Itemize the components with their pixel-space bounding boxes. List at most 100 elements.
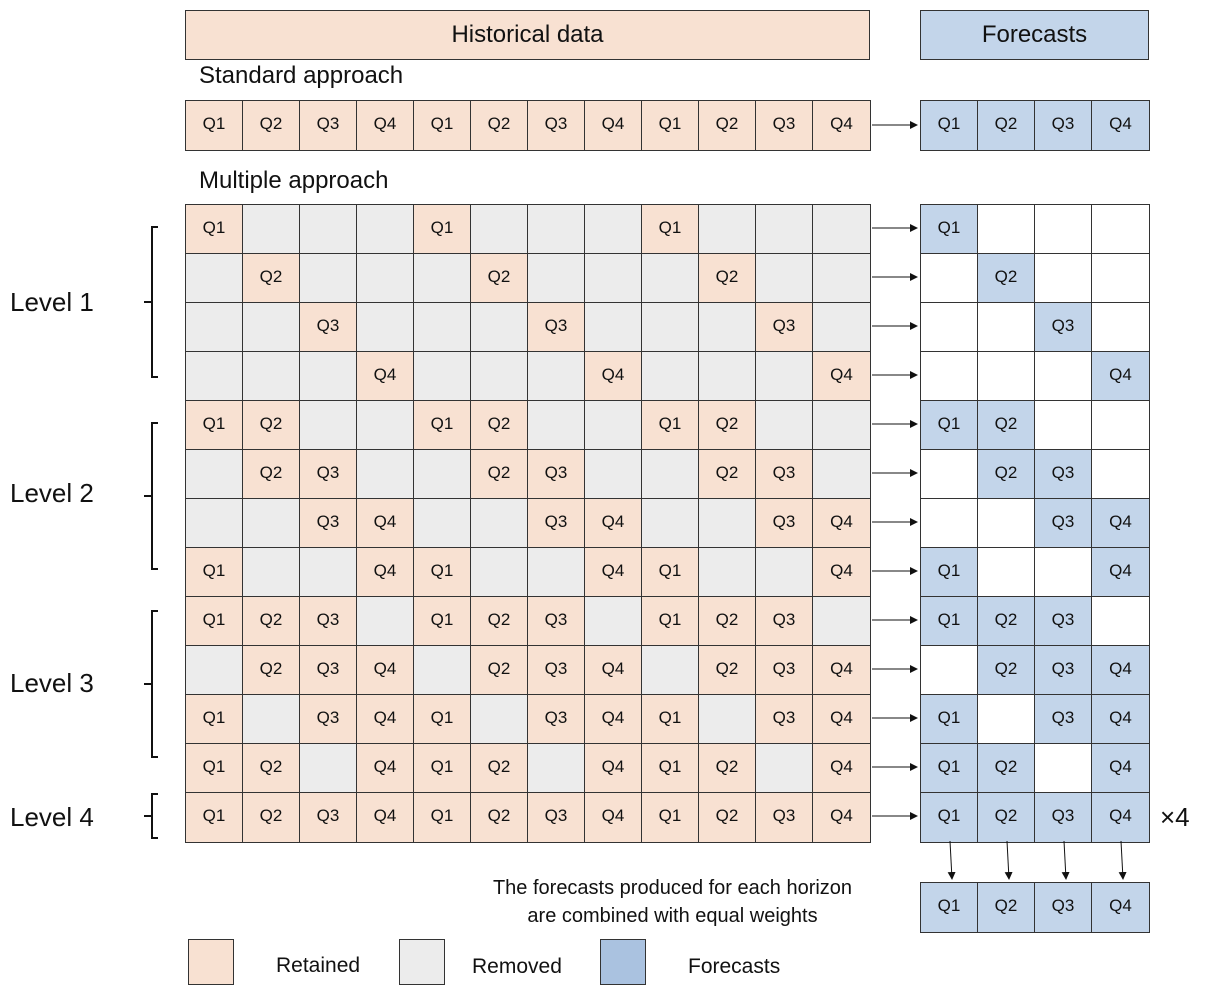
empty-forecast-cell — [1092, 597, 1149, 646]
removed-cell — [813, 401, 870, 450]
removed-cell — [699, 695, 756, 744]
retained-cell: Q2 — [471, 254, 528, 303]
empty-forecast-cell — [921, 254, 978, 303]
retained-cell: Q1 — [186, 793, 243, 842]
retained-cell: Q1 — [414, 101, 471, 150]
removed-cell — [528, 744, 585, 793]
removed-cell — [414, 303, 471, 352]
combined-forecast-cell: Q4 — [1092, 883, 1149, 932]
level-4-bracket — [144, 793, 158, 839]
forecast-cell: Q1 — [921, 101, 978, 150]
removed-cell — [300, 205, 357, 254]
removed-cell — [243, 499, 300, 548]
retained-cell: Q4 — [585, 744, 642, 793]
retained-cell: Q1 — [642, 548, 699, 597]
removed-cell — [471, 695, 528, 744]
removed-cell — [813, 303, 870, 352]
retained-cell: Q3 — [756, 597, 813, 646]
note-line-1: The forecasts produced for each horizon — [492, 877, 853, 899]
empty-forecast-cell — [1092, 401, 1149, 450]
retained-cell: Q3 — [756, 646, 813, 695]
forecast-cell: Q2 — [978, 254, 1035, 303]
removed-cell — [471, 548, 528, 597]
standard-approach-label: Standard approach — [199, 62, 404, 89]
legend-swatch-retained — [188, 939, 234, 985]
combination-note: The forecasts produced for each horizon … — [440, 874, 905, 930]
retained-cell: Q2 — [699, 744, 756, 793]
forecast-cell: Q4 — [1092, 352, 1149, 401]
forecast-cell: Q1 — [921, 744, 978, 793]
retained-cell: Q3 — [756, 499, 813, 548]
empty-forecast-cell — [978, 548, 1035, 597]
forecast-cell: Q2 — [978, 597, 1035, 646]
removed-cell — [300, 254, 357, 303]
legend-swatch-removed — [399, 939, 445, 985]
removed-cell — [756, 352, 813, 401]
removed-cell — [471, 352, 528, 401]
forecast-cell: Q1 — [921, 793, 978, 842]
removed-cell — [471, 499, 528, 548]
retained-cell: Q1 — [642, 205, 699, 254]
forecasts-header: Forecasts — [920, 10, 1149, 60]
removed-cell — [813, 254, 870, 303]
retained-cell: Q3 — [528, 695, 585, 744]
level-1-label: Level 1 — [10, 287, 94, 317]
retained-cell: Q1 — [186, 744, 243, 793]
empty-forecast-cell — [921, 352, 978, 401]
forecast-cell: Q1 — [921, 695, 978, 744]
retained-cell: Q4 — [357, 793, 414, 842]
retained-cell: Q4 — [813, 744, 870, 793]
retained-cell: Q3 — [300, 450, 357, 499]
removed-cell — [186, 499, 243, 548]
retained-cell: Q2 — [243, 101, 300, 150]
retained-cell: Q1 — [642, 695, 699, 744]
retained-cell: Q3 — [528, 101, 585, 150]
removed-cell — [756, 744, 813, 793]
retained-cell: Q3 — [528, 303, 585, 352]
empty-forecast-cell — [1092, 254, 1149, 303]
removed-cell — [756, 548, 813, 597]
empty-forecast-cell — [978, 205, 1035, 254]
forecast-cell: Q1 — [921, 401, 978, 450]
retained-cell: Q3 — [300, 793, 357, 842]
retained-cell: Q2 — [471, 744, 528, 793]
retained-cell: Q2 — [243, 254, 300, 303]
retained-cell: Q2 — [699, 101, 756, 150]
removed-cell — [585, 303, 642, 352]
forecast-cell: Q3 — [1035, 695, 1092, 744]
retained-cell: Q3 — [756, 793, 813, 842]
retained-cell: Q3 — [300, 303, 357, 352]
forecast-cell: Q2 — [978, 744, 1035, 793]
removed-cell — [414, 450, 471, 499]
forecast-cell: Q4 — [1092, 793, 1149, 842]
retained-cell: Q4 — [585, 499, 642, 548]
removed-cell — [300, 744, 357, 793]
level-1-bracket — [144, 226, 158, 378]
empty-forecast-cell — [1035, 205, 1092, 254]
retained-cell: Q3 — [528, 450, 585, 499]
retained-cell: Q3 — [300, 597, 357, 646]
retained-cell: Q1 — [414, 597, 471, 646]
standard-historical-row: Q1 Q2 Q3 Q4 Q1 Q2 Q3 Q4 Q1 Q2 Q3 Q4 — [185, 100, 871, 151]
forecast-cell: Q2 — [978, 646, 1035, 695]
standard-forecast-row: Q1 Q2 Q3 Q4 — [920, 100, 1150, 151]
removed-cell — [585, 597, 642, 646]
empty-forecast-cell — [1092, 205, 1149, 254]
forecast-cell: Q4 — [1092, 695, 1149, 744]
forecast-cell: Q3 — [1035, 646, 1092, 695]
removed-cell — [699, 352, 756, 401]
forecast-cell: Q3 — [1035, 303, 1092, 352]
legend-label-retained: Retained — [276, 954, 361, 977]
forecast-cell: Q2 — [978, 450, 1035, 499]
empty-forecast-cell — [978, 695, 1035, 744]
retained-cell: Q3 — [300, 646, 357, 695]
retained-cell: Q2 — [699, 646, 756, 695]
forecast-cell: Q2 — [978, 793, 1035, 842]
forecast-cell: Q4 — [1092, 646, 1149, 695]
removed-cell — [357, 450, 414, 499]
removed-cell — [813, 205, 870, 254]
removed-cell — [300, 352, 357, 401]
removed-cell — [699, 548, 756, 597]
retained-cell: Q2 — [471, 401, 528, 450]
